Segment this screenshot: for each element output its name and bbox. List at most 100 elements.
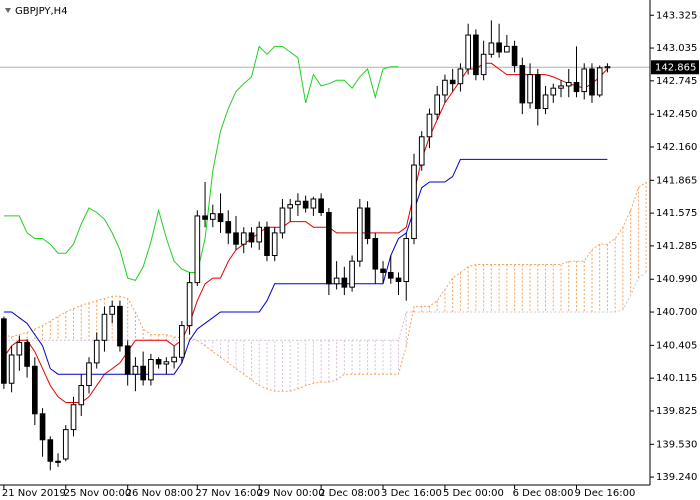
candle-body (349, 260, 355, 288)
y-tick-label: 143.325 (656, 10, 697, 21)
candle-body (473, 34, 479, 76)
candle-body (395, 277, 402, 283)
x-tick-label: 2 Dec 08:00 (319, 488, 380, 499)
candle-body (511, 45, 518, 67)
candle-body (179, 325, 185, 358)
title-icon (5, 8, 11, 13)
y-tick-label: 139.530 (656, 439, 697, 450)
candle-body (78, 385, 85, 406)
y-tick-label: 141.285 (656, 241, 697, 252)
candle-body (558, 85, 564, 89)
candle-body (202, 215, 208, 220)
candle-body (209, 213, 216, 220)
candle-body (124, 345, 131, 375)
candle-body (596, 67, 603, 96)
candle-body (109, 305, 116, 315)
candle-body (302, 200, 309, 209)
candle-body (387, 271, 394, 279)
candle-body (264, 226, 270, 257)
y-tick-label: 142.745 (656, 76, 697, 87)
candle-body (534, 74, 541, 110)
candle-body (449, 79, 456, 85)
candle-body (16, 342, 23, 356)
candle-body (248, 232, 255, 243)
candle-body (140, 365, 146, 381)
candle-body (403, 238, 410, 283)
y-tick-label: 139.825 (656, 406, 697, 417)
candle-body (573, 82, 580, 93)
y-tick-label: 140.700 (656, 307, 697, 318)
candle-body (589, 68, 595, 96)
candle-body (465, 34, 471, 70)
candle-body (240, 232, 247, 245)
candle-body (194, 215, 201, 284)
candle-body (357, 207, 363, 262)
candle-body (550, 87, 557, 96)
candle-body (86, 362, 92, 387)
candle-body (295, 200, 301, 206)
candle-body (504, 45, 510, 53)
x-tick-label: 29 Nov 00:00 (257, 488, 324, 499)
candle-body (47, 439, 54, 462)
candle-body (217, 213, 224, 223)
x-tick-label: 9 Dec 16:00 (574, 488, 635, 499)
y-tick-label: 140.405 (656, 340, 697, 351)
y-tick-label: 142.450 (656, 109, 697, 120)
candle-body (488, 42, 495, 55)
indicator-line (3, 45, 399, 281)
candle-body (341, 277, 348, 288)
candle-body (318, 198, 324, 214)
candle-body (171, 356, 177, 363)
candle-body (527, 74, 533, 104)
candle-body (233, 232, 239, 245)
candle-body (326, 212, 332, 285)
candle-body (542, 94, 549, 110)
x-tick-label: 3 Dec 16:00 (381, 488, 442, 499)
y-tick-label: 140.115 (656, 373, 697, 384)
x-tick-label: 27 Nov 16:00 (195, 488, 262, 499)
chart-title: GBPJPY,H4 (15, 6, 68, 17)
candle-body (39, 413, 46, 441)
candle-body (519, 65, 526, 104)
candle-body (581, 68, 588, 93)
price-label-box (651, 60, 699, 75)
candle-body (132, 365, 139, 375)
candle-body (442, 79, 448, 96)
candle-body (93, 339, 100, 364)
candle-body (186, 282, 193, 327)
price-label: 142.865 (655, 62, 696, 73)
y-tick-label: 141.865 (656, 175, 697, 186)
senkou-span-a (3, 181, 647, 392)
candle-body (279, 207, 286, 234)
candle-body (380, 268, 386, 273)
indicator-line (3, 158, 608, 375)
y-tick-label: 139.240 (656, 472, 697, 483)
candle-body (565, 82, 572, 87)
candle-body (604, 66, 611, 69)
y-tick-label: 143.035 (656, 43, 697, 54)
candle-body (32, 365, 38, 415)
x-tick-label: 5 Dec 00:00 (443, 488, 504, 499)
candle-body (287, 204, 294, 209)
candle-body (62, 429, 69, 460)
candle-body (148, 359, 154, 381)
y-tick-label: 141.575 (656, 208, 697, 219)
candle-body (163, 361, 170, 365)
candle-body (372, 238, 379, 270)
candle-body (55, 460, 61, 463)
candle-body (271, 232, 278, 257)
candle-body (24, 342, 30, 367)
y-tick-label: 142.160 (656, 142, 697, 153)
x-tick-label: 25 Nov 00:00 (64, 488, 131, 499)
candle-body (101, 313, 108, 341)
candle-body (155, 359, 162, 365)
candle-body (333, 277, 340, 285)
candle-body (496, 42, 502, 53)
candle-body (256, 226, 263, 243)
x-tick-label: 21 Nov 2019 (2, 488, 66, 499)
candle-body (434, 94, 441, 115)
candle-body (418, 136, 425, 166)
candle-body (8, 354, 15, 384)
